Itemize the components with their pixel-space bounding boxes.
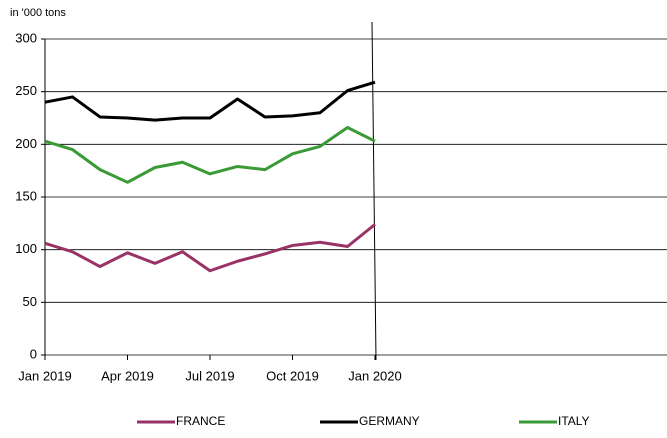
y-tick-label: 250	[15, 83, 37, 98]
y-axis-label: in '000 tons	[10, 7, 66, 19]
x-tick-label: Oct 2019	[266, 368, 319, 383]
series-line	[44, 125, 376, 184]
y-tick-label: 200	[15, 136, 37, 151]
series-line	[44, 80, 376, 122]
x-tick-label: Jan 2019	[18, 368, 72, 383]
y-tick-label: 300	[15, 30, 37, 45]
y-tick-label: 150	[15, 188, 37, 203]
marker-line	[371, 21, 377, 361]
x-tick-label: Apr 2019	[101, 368, 154, 383]
series-line	[44, 223, 376, 273]
legend-label: GERMANY	[359, 414, 420, 428]
legend-label: ITALY	[558, 414, 590, 428]
x-tick-label: Jan 2020	[348, 368, 402, 383]
y-tick-label: 0	[30, 346, 37, 361]
y-tick-label: 100	[15, 241, 37, 256]
y-tick-label: 50	[23, 294, 37, 309]
legend-label: FRANCE	[176, 414, 225, 428]
x-tick-label: Jul 2019	[185, 368, 234, 383]
